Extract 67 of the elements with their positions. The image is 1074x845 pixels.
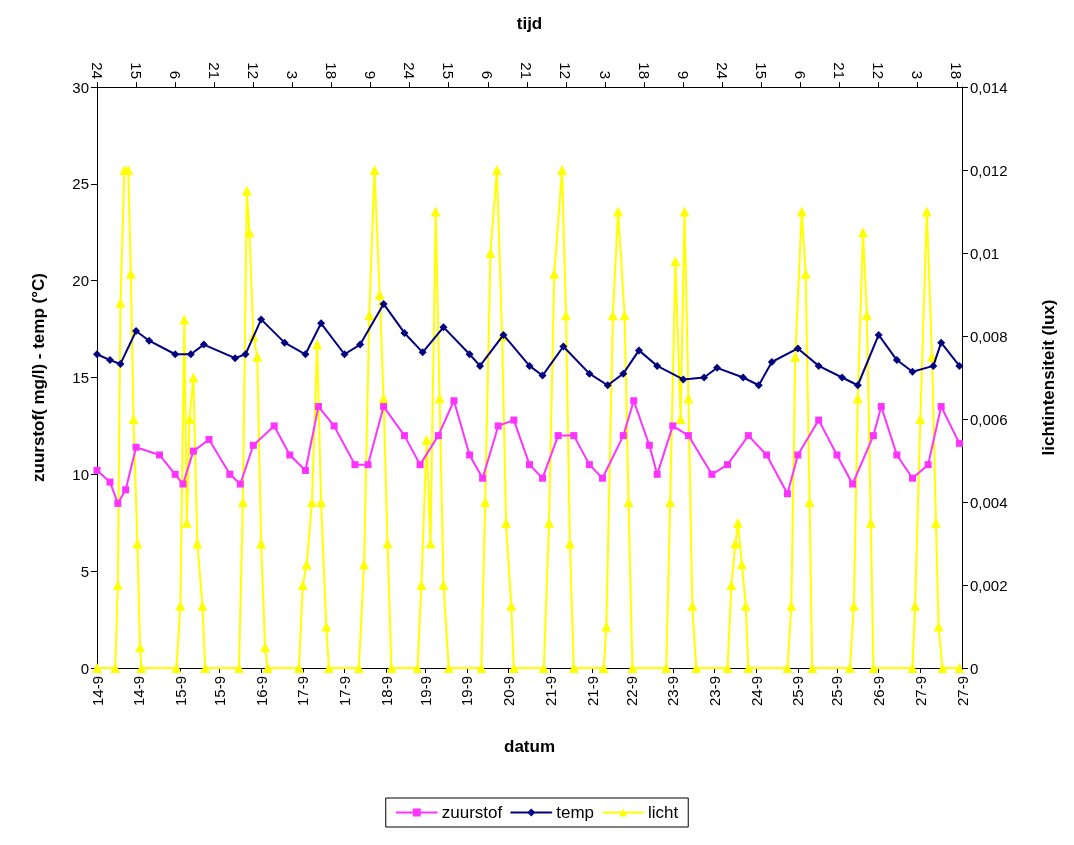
x2-tick-label: 24 <box>713 62 731 79</box>
legend-label: zuurstof <box>441 803 503 822</box>
x-tick-label: 17-9 <box>294 676 312 707</box>
y2-tick-label: 0,002 <box>970 576 1008 594</box>
x-tick-label: 23-9 <box>664 676 682 707</box>
y2-tick-label: 0,012 <box>970 161 1008 179</box>
x-tick-label: 27-9 <box>911 676 929 707</box>
x2-tick-label: 3 <box>909 70 927 79</box>
x-tick-label: 19-9 <box>458 676 476 707</box>
y-tick-label: 5 <box>80 562 89 580</box>
x2-tick-label: 15 <box>752 62 770 79</box>
x-tick-label: 23-9 <box>705 676 723 707</box>
x-tick-label: 15-9 <box>210 676 228 707</box>
x2-tick-label: 21 <box>518 62 536 79</box>
x-tick-label: 14-9 <box>88 676 106 707</box>
x-tick-label: 21-9 <box>541 676 559 707</box>
x2-tick-label: 12 <box>244 62 262 79</box>
y2-tick-label: 0,014 <box>970 78 1008 96</box>
y-tick-label: 30 <box>72 78 89 96</box>
y-axis-title: zuurstof( mg/l) - temp (°C) <box>29 273 48 482</box>
y2-tick-label: 0,004 <box>970 493 1008 511</box>
x2-tick-label: 6 <box>479 70 497 79</box>
x2-tick-label: 18 <box>322 62 340 79</box>
x-tick-label: 21-9 <box>583 676 601 707</box>
x2-tick-label: 18 <box>948 62 966 79</box>
x-tick-label: 25-9 <box>828 676 846 707</box>
x2-tick-label: 3 <box>283 70 301 79</box>
x-tick-label: 20-9 <box>500 676 518 707</box>
x-axis-title: datum <box>504 737 555 756</box>
y2-tick-label: 0,006 <box>970 410 1008 428</box>
x-tick-label: 17-9 <box>336 676 354 707</box>
x2-tick-label: 12 <box>557 62 575 79</box>
x2-tick-label: 18 <box>635 62 653 79</box>
y-tick-label: 10 <box>72 465 89 483</box>
x-tick-label: 27-9 <box>953 676 971 707</box>
legend-label: temp <box>556 803 595 822</box>
x2-tick-label: 6 <box>791 70 809 79</box>
x2-tick-label: 21 <box>205 62 223 79</box>
x2-tick-label: 15 <box>440 62 458 79</box>
x2-tick-label: 3 <box>596 70 614 79</box>
y2-tick-label: 0 <box>970 659 979 677</box>
y2-axis-title: lichtintensiteit (lux) <box>1039 299 1058 456</box>
x-tick-label: 18-9 <box>377 676 395 707</box>
y-tick-label: 0 <box>80 659 89 677</box>
y-tick-label: 20 <box>72 272 89 290</box>
x2-tick-label: 24 <box>88 62 106 79</box>
legend-label: licht <box>648 803 679 822</box>
y2-tick-label: 0,008 <box>970 327 1008 345</box>
x-tick-label: 14-9 <box>130 676 148 707</box>
x2-tick-label: 9 <box>674 70 692 79</box>
x-tick-label: 26-9 <box>870 676 888 707</box>
x2-tick-label: 24 <box>401 62 419 79</box>
x2-tick-label: 6 <box>166 70 184 79</box>
x2-tick-label: 21 <box>831 62 849 79</box>
x2-tick-label: 15 <box>127 62 145 79</box>
x-tick-label: 24-9 <box>747 676 765 707</box>
y2-tick-label: 0,01 <box>970 244 1000 262</box>
x-tick-label: 22-9 <box>622 676 640 707</box>
x-tick-label: 25-9 <box>789 676 807 707</box>
y-tick-label: 25 <box>72 175 89 193</box>
x2-axis-title: tijd <box>516 14 543 33</box>
x-tick-label: 19-9 <box>416 676 434 707</box>
y-tick-label: 15 <box>72 369 89 386</box>
x-tick-label: 16-9 <box>252 676 270 707</box>
x2-tick-label: 9 <box>362 70 380 79</box>
x-tick-label: 15-9 <box>171 676 189 707</box>
x2-tick-label: 12 <box>870 62 888 79</box>
